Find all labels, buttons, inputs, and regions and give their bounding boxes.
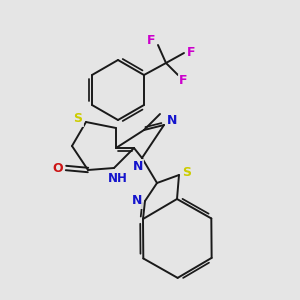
Text: S: S (182, 167, 191, 179)
Text: O: O (53, 161, 63, 175)
Text: F: F (147, 34, 155, 47)
Text: NH: NH (108, 172, 128, 184)
Text: N: N (133, 160, 143, 172)
Text: N: N (167, 115, 177, 128)
Text: F: F (187, 46, 195, 59)
Text: F: F (179, 74, 187, 88)
Text: N: N (132, 194, 142, 208)
Text: S: S (74, 112, 82, 125)
